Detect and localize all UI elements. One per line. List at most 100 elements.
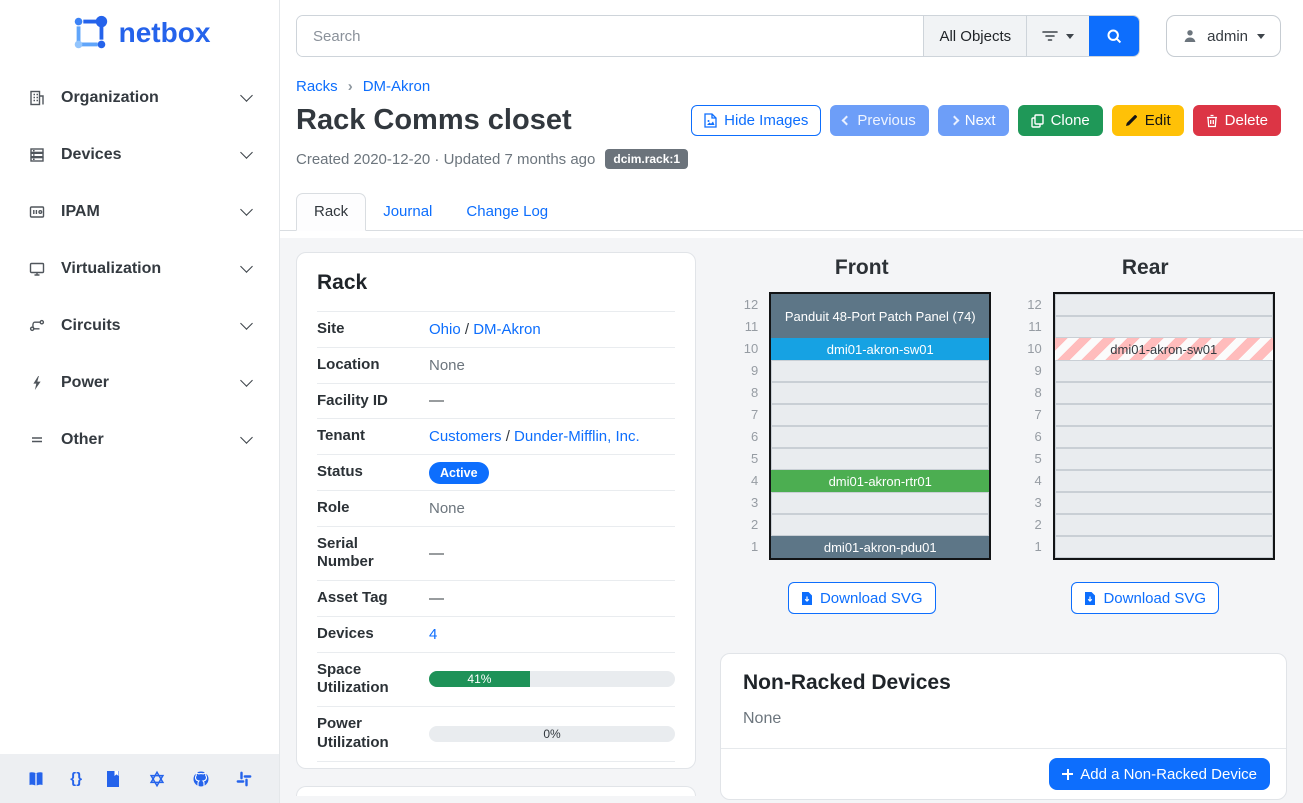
rack-empty-slot[interactable] [1054, 426, 1273, 448]
journal-icon[interactable] [104, 769, 122, 789]
community-icon[interactable] [147, 769, 167, 789]
tenant-group-link[interactable]: Customers [429, 428, 502, 446]
sidebar-item-power[interactable]: Power [20, 363, 259, 403]
front-elevation-title: Front [834, 256, 889, 279]
netbox-logo-icon [69, 12, 111, 54]
rack-device[interactable]: dmi01-akron-rtr01 [771, 470, 990, 492]
site-group-link[interactable]: Ohio [429, 320, 461, 338]
user-menu-button[interactable]: admin [1166, 15, 1281, 57]
rack-device[interactable]: Panduit 48-Port Patch Panel (74) [771, 294, 990, 338]
unit-number: 8 [751, 385, 759, 400]
previous-label: Previous [857, 112, 916, 129]
status-badge: Active [429, 461, 489, 484]
rack-empty-slot[interactable] [771, 426, 990, 448]
rack-empty-slot[interactable] [771, 514, 990, 536]
rack-empty-slot[interactable] [771, 492, 990, 514]
row-label: Asset Tag [317, 589, 388, 606]
devices-count-link[interactable]: 4 [429, 625, 438, 643]
chevron-down-icon [240, 317, 253, 330]
rack-empty-slot[interactable] [1054, 294, 1273, 316]
slack-icon[interactable] [235, 770, 253, 788]
rear-download-svg-button[interactable]: Download SVG [1071, 582, 1220, 614]
delete-button[interactable]: Delete [1192, 105, 1281, 136]
unit-number: 12 [1027, 297, 1042, 312]
rack-device[interactable]: dmi01-akron-sw01 [771, 338, 990, 360]
search-button[interactable] [1089, 16, 1140, 56]
rack-device[interactable]: dmi01-akron-sw01 [1054, 338, 1273, 360]
rack-empty-slot[interactable] [1054, 448, 1273, 470]
rack-empty-slot[interactable] [1054, 492, 1273, 514]
tab-change-log[interactable]: Change Log [466, 203, 549, 220]
rear-elevation: Rear 12 11 10 9 8 7 6 5 4 3 2 1 dmi01-akron-sw01 Do… [1004, 252, 1288, 614]
sidebar-item-circuits[interactable]: Circuits [20, 306, 259, 346]
sidebar-item-virtualization[interactable]: Virtualization [20, 249, 259, 289]
next-button[interactable]: Next [937, 105, 1009, 136]
tab-journal[interactable]: Journal [383, 203, 433, 220]
image-file-icon [704, 113, 717, 128]
sidebar-item-organization[interactable]: Organization [20, 78, 259, 118]
search-input[interactable] [297, 16, 924, 56]
lines-icon [28, 431, 46, 449]
next-card-stub [296, 785, 696, 796]
rack-empty-slot[interactable] [1054, 404, 1273, 426]
code-braces-icon[interactable] [70, 770, 80, 787]
object-type-selector[interactable]: All Objects [923, 16, 1027, 56]
rack-empty-slot[interactable] [1054, 316, 1273, 338]
unit-number: 11 [1028, 319, 1042, 334]
unit-number: 1 [751, 539, 759, 554]
user-icon [1182, 28, 1198, 44]
netbox-logo[interactable]: netbox [0, 0, 279, 78]
download-file-icon [1084, 591, 1096, 606]
clone-button[interactable]: Clone [1017, 105, 1103, 136]
table-row: Serial Number — [317, 527, 675, 581]
search-filter-dropdown[interactable] [1026, 16, 1090, 56]
sidebar-item-label: Power [61, 374, 110, 391]
object-meta: Created 2020-12-20 · Updated 7 months ag… [280, 137, 1303, 169]
rack-empty-slot[interactable] [771, 404, 990, 426]
row-value: Customers / Dunder-Mifflin, Inc. [409, 428, 675, 445]
breadcrumb-dm-akron[interactable]: DM-Akron [362, 78, 431, 95]
rack-card-title: Rack [317, 271, 368, 294]
previous-button[interactable]: Previous [830, 105, 929, 136]
github-icon[interactable] [191, 769, 211, 789]
book-icon[interactable] [26, 769, 46, 789]
sidebar-item-other[interactable]: Other [20, 420, 259, 460]
front-elevation: Front 12 11 10 9 8 7 6 5 4 3 2 1 Panduit 48-Port Pa… [720, 252, 1004, 614]
object-id-badge: dcim.rack:1 [605, 149, 689, 169]
chevron-down-icon [240, 89, 253, 102]
hide-images-button[interactable]: Hide Images [691, 105, 822, 136]
user-name: admin [1207, 27, 1248, 45]
rack-empty-slot[interactable] [771, 360, 990, 382]
edit-button[interactable]: Edit [1111, 105, 1184, 136]
table-row: Location None [317, 348, 675, 384]
add-non-racked-device-button[interactable]: Add a Non-Racked Device [1049, 758, 1270, 790]
topbar: All Objects admin [280, 0, 1303, 72]
sidebar-item-ipam[interactable]: IPAM [20, 192, 259, 232]
asset-tag-value: — [429, 589, 444, 607]
rack-empty-slot[interactable] [1054, 382, 1273, 404]
rack-empty-slot[interactable] [771, 382, 990, 404]
sidebar-item-devices[interactable]: Devices [20, 135, 259, 175]
rack-empty-slot[interactable] [771, 448, 990, 470]
row-value: Active [409, 461, 675, 484]
add-non-racked-label: Add a Non-Racked Device [1080, 765, 1257, 783]
rack-empty-slot[interactable] [1054, 514, 1273, 536]
table-row: Status Active [317, 455, 675, 491]
chevron-down-icon [240, 260, 253, 273]
filter-icon [1042, 30, 1058, 42]
front-download-svg-button[interactable]: Download SVG [787, 582, 936, 614]
facility-id-value: — [429, 392, 444, 410]
rack-empty-slot[interactable] [1054, 360, 1273, 382]
row-label: Serial Number [317, 534, 374, 571]
unit-number: 1 [1034, 539, 1042, 554]
site-link[interactable]: DM-Akron [473, 320, 541, 338]
rack-empty-slot[interactable] [1054, 470, 1273, 492]
created-updated-text: Created 2020-12-20 · Updated 7 months ag… [296, 150, 596, 168]
tenant-link[interactable]: Dunder-Mifflin, Inc. [514, 428, 640, 446]
rack-device[interactable]: dmi01-akron-pdu01 [771, 536, 990, 558]
row-label: Tenant [317, 427, 366, 445]
breadcrumb-racks[interactable]: Racks [296, 78, 338, 95]
table-row: Space Utilization 41% [317, 653, 675, 707]
rack-empty-slot[interactable] [1054, 536, 1273, 558]
tab-rack[interactable]: Rack [296, 193, 367, 231]
